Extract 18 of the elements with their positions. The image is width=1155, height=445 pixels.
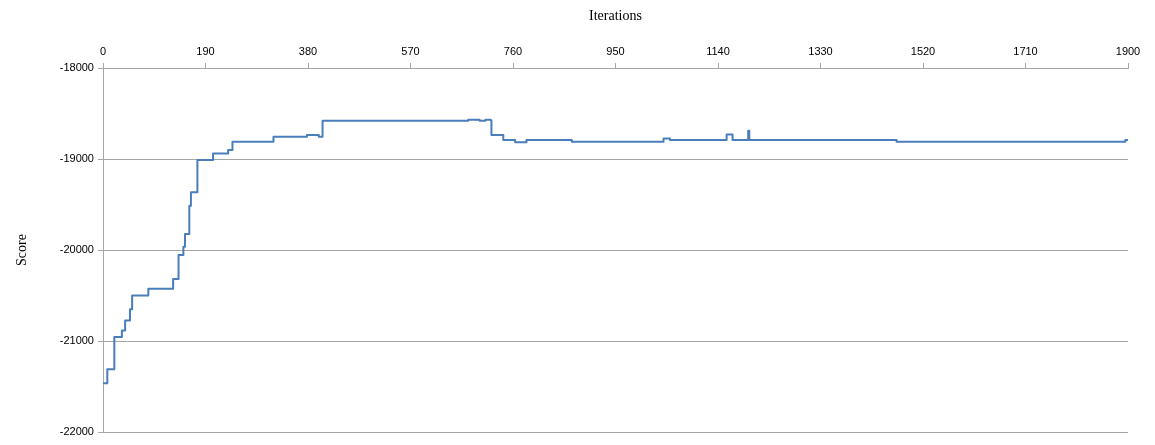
y-tick-label: -21000 (59, 334, 94, 347)
x-tick-label: 1330 (808, 45, 833, 58)
x-tick-label: 1710 (1013, 45, 1038, 58)
x-tick-label: 380 (298, 45, 318, 58)
y-tick-label: -20000 (59, 243, 94, 256)
x-axis-title: Iterations (589, 8, 642, 24)
y-tick-label: -18000 (59, 61, 94, 74)
x-tick-label: 1140 (706, 45, 730, 58)
x-tick-label: 760 (503, 45, 523, 58)
x-tick-label: 570 (401, 45, 420, 58)
y-tick-label: -19000 (59, 152, 94, 165)
x-tick-label: 1900 (1115, 45, 1141, 58)
x-tick-label: 190 (196, 45, 215, 58)
x-tick-label: 0 (99, 45, 107, 58)
y-tick-label: -22000 (59, 425, 94, 438)
x-tick-label: 1520 (910, 45, 936, 58)
x-tick-label: 950 (606, 45, 625, 58)
y-axis-title: Score (14, 234, 30, 266)
